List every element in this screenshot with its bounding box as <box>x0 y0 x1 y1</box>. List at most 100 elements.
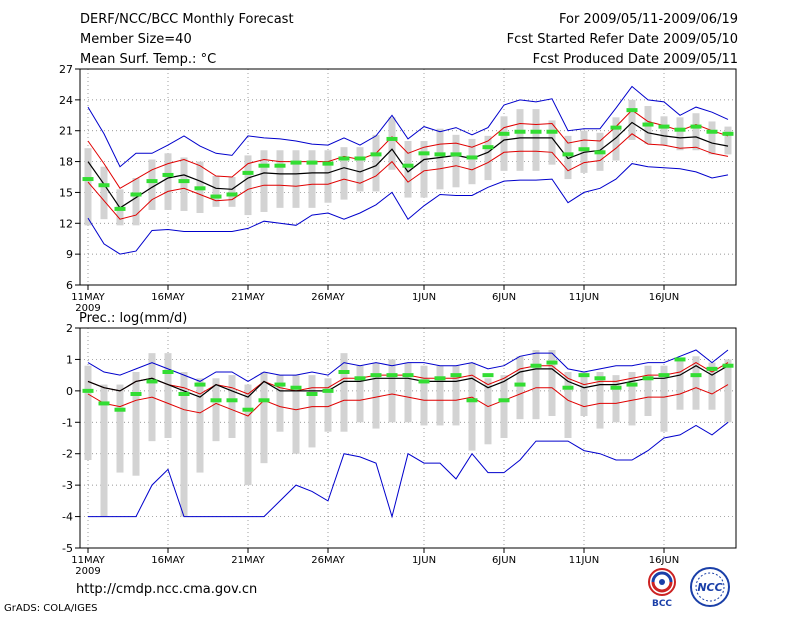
ensemble-bar <box>612 375 620 423</box>
ensemble-bar <box>324 378 332 432</box>
ensemble-bar <box>596 372 604 429</box>
median-marker <box>690 124 702 129</box>
median-marker <box>194 186 206 191</box>
y-tick-label: 12 <box>59 217 73 230</box>
plot-frame <box>79 68 737 286</box>
x-tick-sublabel: 2009 <box>75 566 100 577</box>
ensemble-bar <box>532 109 540 171</box>
median-marker <box>322 388 334 393</box>
median-marker <box>450 152 462 157</box>
ensemble-bar <box>660 116 668 146</box>
y-tick-label: 2 <box>66 322 73 335</box>
ensemble-bar <box>180 157 188 211</box>
ensemble-bar <box>308 375 316 448</box>
chart-title: DERF/NCC/BCC Monthly Forecast <box>80 12 294 27</box>
x-tick-sublabel: 2009 <box>75 303 100 314</box>
median-marker <box>258 163 270 168</box>
footer-url[interactable]: http://cmdp.ncc.cma.gov.cn <box>76 582 258 597</box>
series-max-line <box>87 349 729 382</box>
median-marker <box>578 147 590 152</box>
x-tick-label: 6JUN <box>492 292 516 303</box>
median-marker <box>162 370 174 374</box>
median-marker <box>706 366 718 371</box>
ensemble-bar <box>564 372 572 438</box>
ensemble-bar <box>84 148 92 226</box>
median-marker <box>514 382 526 387</box>
ensemble-bar <box>164 353 172 438</box>
series-max-line <box>87 85 729 168</box>
ensemble-bar <box>676 359 684 410</box>
ncc-logo: NCC <box>690 567 730 607</box>
median-marker <box>434 152 446 157</box>
ensemble-bar <box>436 365 444 426</box>
ensemble-bar <box>724 126 732 155</box>
ensemble-bar <box>132 372 140 476</box>
median-marker <box>594 150 606 155</box>
ensemble-bar <box>388 117 396 170</box>
median-marker <box>130 392 142 396</box>
ensemble-bar <box>100 384 108 517</box>
ensemble-bar <box>548 350 556 416</box>
y-tick-label: -3 <box>62 479 73 492</box>
median-marker <box>626 382 638 387</box>
median-marker <box>498 398 510 403</box>
median-marker <box>578 373 590 378</box>
median-marker <box>546 360 558 365</box>
median-marker <box>146 179 158 184</box>
forecast-started: Fcst Started Refer Date 2009/05/10 <box>506 32 738 47</box>
median-marker <box>418 379 430 384</box>
ensemble-bar <box>132 178 140 226</box>
footer-grads: GrADS: COLA/IGES <box>4 603 98 614</box>
median-marker <box>194 382 206 387</box>
ensemble-bar <box>324 150 332 203</box>
ensemble-bar <box>580 372 588 416</box>
ensemble-bar <box>292 150 300 208</box>
median-marker <box>562 152 574 157</box>
median-marker <box>82 177 94 182</box>
median-marker <box>370 373 382 378</box>
x-tick-label: 11MAY <box>71 292 105 303</box>
ensemble-bar <box>212 378 220 442</box>
median-marker <box>146 379 158 384</box>
median-marker <box>562 385 574 390</box>
median-marker <box>210 398 222 403</box>
ensemble-bar <box>452 134 460 188</box>
ensemble-bar <box>612 117 620 161</box>
ensemble-bar <box>468 138 476 185</box>
median-marker <box>98 183 110 188</box>
median-marker <box>114 407 126 412</box>
median-marker <box>674 357 686 362</box>
x-tick-label: 16JUN <box>649 292 679 303</box>
median-marker <box>386 373 398 378</box>
median-marker <box>722 131 734 136</box>
ensemble-bar <box>452 365 460 426</box>
median-marker <box>338 156 350 161</box>
x-tick-label: 1JUN <box>412 555 436 566</box>
ensemble-bar <box>292 375 300 454</box>
forecast-produced: Fcst Produced Date 2009/05/11 <box>532 52 738 67</box>
ensemble-bar <box>244 384 252 486</box>
median-marker <box>402 373 414 378</box>
x-tick-label: 26MAY <box>311 292 345 303</box>
median-marker <box>434 376 446 381</box>
forecast-period: For 2009/05/11-2009/06/19 <box>559 12 738 27</box>
x-tick-label: 11MAY <box>71 555 105 566</box>
series-min-line <box>88 421 729 519</box>
median-marker <box>482 373 494 378</box>
ensemble-bar <box>692 113 700 151</box>
median-marker <box>690 373 702 378</box>
ensemble-bar <box>500 375 508 438</box>
y-tick-label: 24 <box>59 94 73 107</box>
ensemble-bar <box>532 350 540 420</box>
bcc-logo-text: BCC <box>652 599 672 608</box>
ensemble-bar <box>676 117 684 151</box>
x-tick-label: 6JUN <box>492 555 516 566</box>
median-marker <box>642 376 654 381</box>
ensemble-bar <box>372 362 380 429</box>
median-marker <box>658 373 670 378</box>
median-marker <box>162 172 174 177</box>
ensemble-bar <box>148 159 156 210</box>
ensemble-bar <box>260 150 268 212</box>
y-tick-label: 18 <box>59 156 73 169</box>
